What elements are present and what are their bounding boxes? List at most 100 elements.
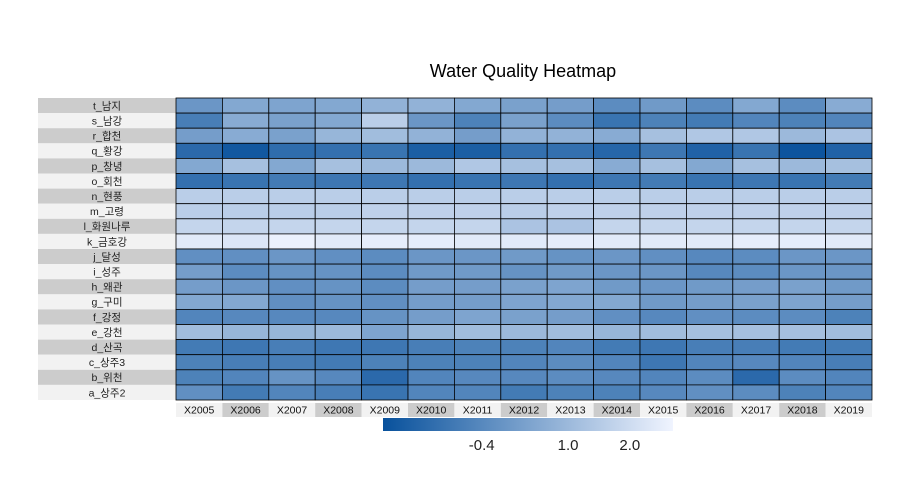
heatmap-cell xyxy=(686,203,734,220)
heatmap-cell xyxy=(732,354,780,371)
row-label-bg xyxy=(38,384,176,400)
heatmap-cell xyxy=(175,339,223,356)
column-label: X2010 xyxy=(416,405,447,417)
heatmap-cell xyxy=(639,384,687,401)
heatmap-cell xyxy=(778,263,827,280)
row-label-bg xyxy=(38,249,176,265)
heatmap-cell xyxy=(361,157,409,174)
heatmap-cell xyxy=(175,203,223,220)
heatmap-cell xyxy=(825,293,873,310)
heatmap-cell xyxy=(268,142,316,159)
row-label-bg xyxy=(38,339,176,355)
heatmap-cell xyxy=(175,308,223,325)
heatmap-cell xyxy=(221,369,270,386)
heatmap-cell xyxy=(732,203,780,220)
heatmap-cell xyxy=(546,173,595,190)
heatmap-cell xyxy=(314,248,363,265)
heatmap-cell xyxy=(546,218,595,235)
heatmap-cell xyxy=(407,248,455,265)
heatmap-cell xyxy=(453,339,502,356)
heatmap-cell xyxy=(546,369,595,386)
heatmap-cell xyxy=(500,127,548,144)
heatmap-cell xyxy=(361,173,409,190)
column-labels: X2005 X2006 X2007 X2008 X2009 X2010 X2011 X2012… xyxy=(176,403,872,417)
column-label-bg xyxy=(176,403,223,417)
column-label: X2014 xyxy=(602,405,633,417)
heatmap-cell xyxy=(593,157,641,174)
heatmap-cell xyxy=(825,278,873,295)
column-label: X2017 xyxy=(741,405,772,417)
heatmap-cell xyxy=(500,369,548,386)
heatmap-cell xyxy=(314,324,363,341)
heatmap-cell xyxy=(500,173,548,190)
heatmap-cell xyxy=(175,293,223,310)
row-labels: t_남지 s_남강 r_합천 q_황강 p_창녕 o_회천 n_현풍 m_고령 l_화원나루 k_… xyxy=(38,98,176,400)
column-label: X2013 xyxy=(555,405,586,417)
heatmap-cell xyxy=(593,127,641,144)
heatmap-cell xyxy=(453,384,502,401)
heatmap-cell xyxy=(314,203,363,220)
heatmap-cell xyxy=(500,248,548,265)
heatmap-cell xyxy=(314,188,363,205)
row-label-bg xyxy=(38,369,176,385)
row-label-bg xyxy=(38,309,176,325)
heatmap-cell xyxy=(314,293,363,310)
column-label-bg xyxy=(547,403,594,417)
heatmap-cell xyxy=(546,157,595,174)
column-label: X2006 xyxy=(230,405,261,417)
column-label: X2012 xyxy=(509,405,540,417)
heatmap-cell xyxy=(268,384,316,401)
heatmap-cell xyxy=(500,157,548,174)
heatmap-cell xyxy=(221,203,270,220)
heatmap-cell xyxy=(407,308,455,325)
heatmap-cell xyxy=(268,324,316,341)
heatmap-cell xyxy=(175,248,223,265)
heatmap-cell xyxy=(268,354,316,371)
column-label-bg xyxy=(686,403,733,417)
heatmap-cell xyxy=(175,218,223,235)
heatmap-cell xyxy=(639,248,687,265)
row-label-bg xyxy=(38,203,176,219)
heatmap-cell xyxy=(453,233,502,250)
heatmap-cell xyxy=(453,369,502,386)
heatmap-cell xyxy=(361,248,409,265)
row-label: h_왜관 xyxy=(92,282,123,294)
heatmap-cell xyxy=(778,293,827,310)
row-label: q_황강 xyxy=(92,146,123,158)
heatmap-cell xyxy=(221,157,270,174)
heatmap-cell xyxy=(639,127,687,144)
heatmap-cell xyxy=(778,203,827,220)
heatmap-cell xyxy=(500,354,548,371)
column-label-bg xyxy=(825,403,872,417)
column-label: X2018 xyxy=(787,405,818,417)
heatmap-cell xyxy=(407,173,455,190)
heatmap-cell xyxy=(407,112,455,129)
heatmap-cell xyxy=(546,112,595,129)
heatmap-cell xyxy=(361,278,409,295)
heatmap-cell xyxy=(407,127,455,144)
heatmap-cell xyxy=(825,203,873,220)
heatmap-cell xyxy=(500,384,548,401)
heatmap-cell xyxy=(361,203,409,220)
heatmap-cell xyxy=(593,203,641,220)
heatmap-cell xyxy=(175,188,223,205)
heatmap-cell xyxy=(686,233,734,250)
heatmap-cell xyxy=(407,97,455,114)
heatmap-cell xyxy=(732,157,780,174)
heatmap-cell xyxy=(221,324,270,341)
heatmap-cell xyxy=(825,263,873,280)
heatmap-cell xyxy=(361,308,409,325)
column-label-bg xyxy=(593,403,640,417)
row-label: a_상주2 xyxy=(89,387,126,399)
column-label-bg xyxy=(640,403,687,417)
heatmap-cell xyxy=(778,354,827,371)
heatmap-cell xyxy=(593,369,641,386)
heatmap-cell xyxy=(314,354,363,371)
heatmap-cell xyxy=(453,308,502,325)
heatmap-cell xyxy=(407,263,455,280)
heatmap-cell xyxy=(407,218,455,235)
heatmap-cell xyxy=(500,188,548,205)
heatmap-cell xyxy=(686,308,734,325)
heatmap-cell xyxy=(546,324,595,341)
row-label: f_강정 xyxy=(93,312,121,324)
